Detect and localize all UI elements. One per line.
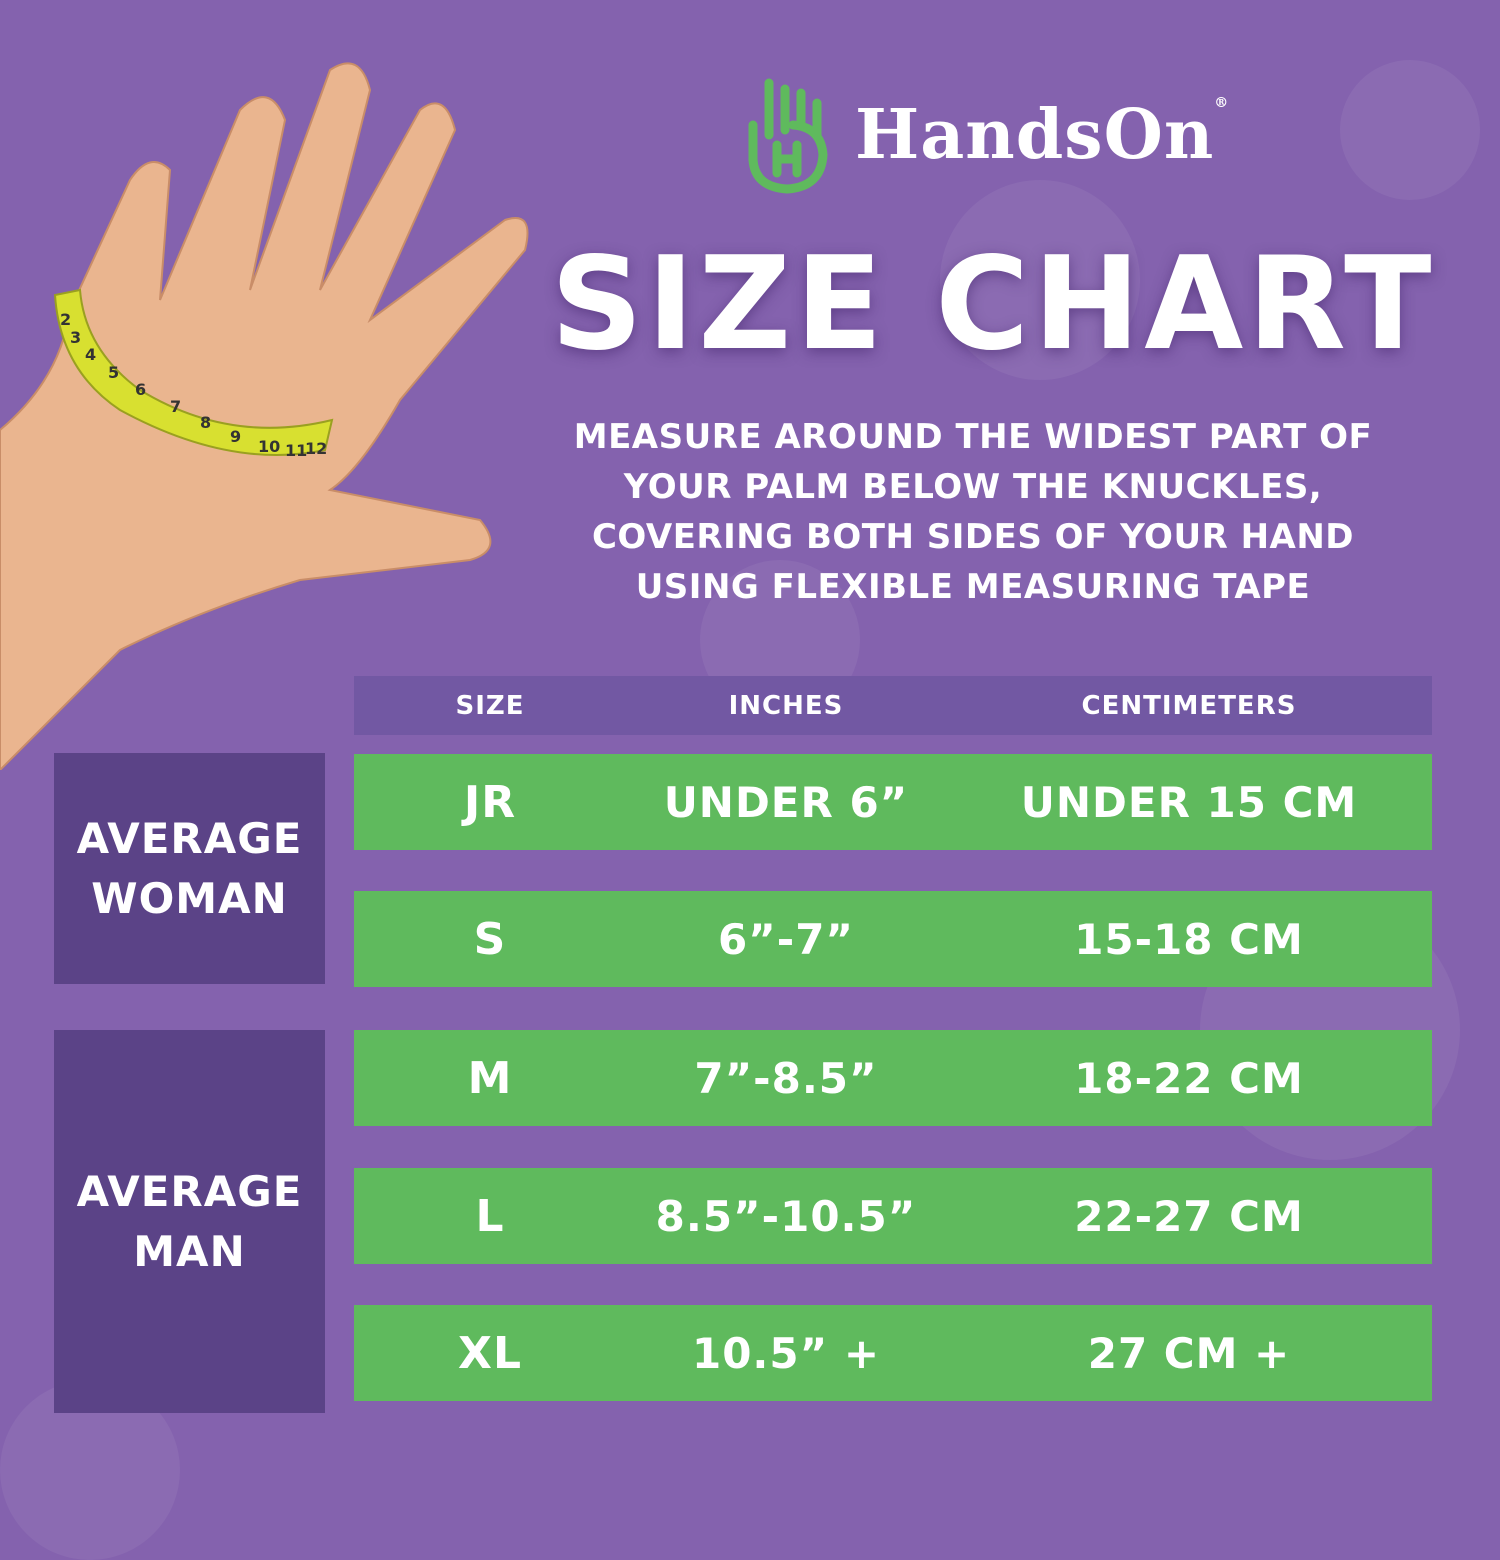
header-size: SIZE xyxy=(455,690,525,721)
group-average-man: AVERAGE MAN xyxy=(54,1030,325,1413)
registered-mark: ® xyxy=(1214,95,1230,111)
table-row: L 8.5”-10.5” 22-27 CM xyxy=(354,1168,1432,1264)
cm-cell: 22-27 CM xyxy=(1074,1191,1304,1241)
cm-cell: UNDER 15 CM xyxy=(1020,777,1358,827)
measuring-tape xyxy=(53,288,334,456)
group-average-woman: AVERAGE WOMAN xyxy=(54,753,325,984)
tape-number: 8 xyxy=(200,413,211,432)
size-cell: JR xyxy=(463,776,517,828)
size-cell: S xyxy=(473,913,507,965)
cm-cell: 15-18 CM xyxy=(1074,914,1304,964)
inches-cell: 10.5” + xyxy=(691,1328,881,1378)
inches-cell: 7”-8.5” xyxy=(694,1053,878,1103)
background-bubble xyxy=(1340,60,1480,200)
table-row: M 7”-8.5” 18-22 CM xyxy=(354,1030,1432,1126)
measuring-instructions: MEASURE AROUND THE WIDEST PART OF YOUR P… xyxy=(573,417,1373,607)
cm-cell: 18-22 CM xyxy=(1074,1053,1304,1103)
table-row: S 6”-7” 15-18 CM xyxy=(354,891,1432,987)
tape-number: 9 xyxy=(230,427,241,446)
background-bubble xyxy=(940,180,1140,380)
tape-number: 2 xyxy=(60,310,71,329)
tape-number: 4 xyxy=(85,345,96,364)
table-row: XL 10.5” + 27 CM + xyxy=(354,1305,1432,1401)
header-centimeters: CENTIMETERS xyxy=(1081,690,1297,721)
tape-number: 3 xyxy=(70,328,81,347)
tape-number: 12 xyxy=(305,439,327,458)
size-cell: L xyxy=(475,1190,505,1242)
tape-number: 10 xyxy=(258,437,280,456)
size-cell: M xyxy=(467,1052,513,1104)
brand-name-text: HandsOn xyxy=(855,95,1215,175)
header-inches: INCHES xyxy=(728,690,844,721)
group-label: AVERAGE WOMAN xyxy=(76,813,303,923)
inches-cell: 6”-7” xyxy=(717,914,855,964)
inches-cell: UNDER 6” xyxy=(663,777,909,827)
tape-number: 11 xyxy=(285,441,307,460)
group-label: AVERAGE MAN xyxy=(76,1166,303,1276)
tape-number: 6 xyxy=(135,380,146,399)
tape-number: 5 xyxy=(108,363,119,382)
page-title: SIZE CHART xyxy=(550,230,1436,379)
brand-name: HandsOn® xyxy=(855,95,1229,175)
hand-with-measuring-tape: 2 3 4 5 6 7 8 9 10 11 12 xyxy=(0,62,529,770)
brand-logo: HandsOn® xyxy=(745,75,1229,195)
table-header: SIZE INCHES CENTIMETERS xyxy=(354,676,1432,735)
tape-number: 7 xyxy=(170,397,181,416)
inches-cell: 8.5”-10.5” xyxy=(655,1191,917,1241)
cm-cell: 27 CM + xyxy=(1087,1328,1291,1378)
size-cell: XL xyxy=(458,1327,522,1379)
table-row: JR UNDER 6” UNDER 15 CM xyxy=(354,754,1432,850)
hand-logo-icon xyxy=(748,78,828,194)
